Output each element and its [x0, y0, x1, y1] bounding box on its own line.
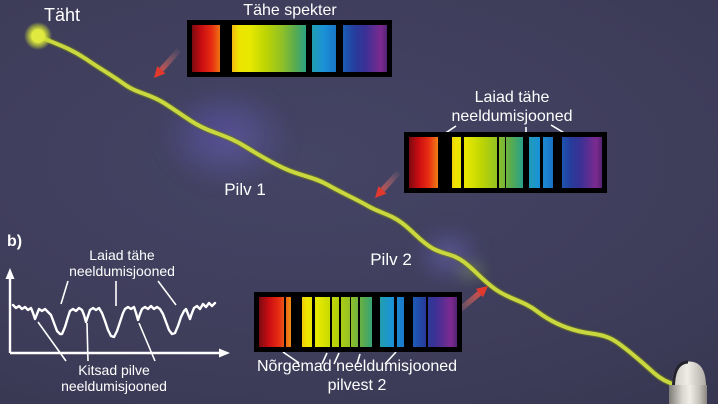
absorption-line [497, 137, 500, 188]
graph-top-pointer-lines [60, 280, 177, 306]
star-spectrum-panel [187, 20, 392, 77]
x-axis-arrowhead [219, 348, 230, 358]
observatory-icon [672, 360, 706, 388]
cloud-1-label: Pilv 1 [224, 180, 266, 199]
absorption-line [358, 297, 360, 347]
absorption-line [312, 297, 316, 347]
cloud1-spectrum-title: Laiad tähe neeldumisjooned [451, 89, 573, 125]
absorption-line [371, 297, 381, 347]
star-label: Täht [44, 5, 81, 25]
absorption-line [522, 137, 530, 188]
absorption-line [426, 297, 429, 347]
absorption-graph [5, 268, 230, 362]
spectrum3-pointer-lines [282, 351, 397, 365]
y-axis-arrowhead [5, 268, 15, 279]
arrow-to-star-spectrum [154, 48, 182, 78]
star-icon [24, 22, 52, 50]
cloud1-spectrum-gradient [409, 137, 602, 188]
observatory-base [669, 385, 707, 404]
cloud2-spectrum-gradient [259, 297, 457, 347]
graph-spectrum-curve [11, 301, 217, 339]
star-spectrum-title: Tähe spekter [243, 2, 337, 19]
absorption-line [394, 297, 397, 347]
graph-bottom-annotation: Kitsad pilve neeldumisjooned [61, 362, 167, 395]
absorption-line [335, 25, 343, 72]
cloud2-spectrum-title: Nõrgemad neeldumisjooned pilvest 2 [256, 358, 458, 394]
absorption-line [404, 297, 414, 347]
absorption-line [504, 137, 507, 188]
cloud-2-label: Pilv 2 [370, 250, 412, 269]
graph-panel-label: b) [7, 233, 23, 250]
absorption-line [339, 297, 341, 347]
absorption-line [553, 137, 563, 188]
absorption-line [349, 297, 352, 347]
star-spectrum-gradient [192, 25, 387, 72]
absorption-line [461, 137, 464, 188]
graph-top-annotation: Laiad tähe neeldumisjooned [69, 247, 175, 280]
absorption-line [220, 25, 233, 72]
absorption-line [305, 25, 312, 72]
absorption-line [540, 137, 543, 188]
cloud2-spectrum-panel [254, 292, 462, 352]
absorption-line [291, 297, 302, 347]
light-beam-path [36, 33, 677, 388]
absorption-line [330, 297, 332, 347]
graph-bottom-pointer-lines [37, 321, 156, 362]
absorption-line [283, 297, 287, 347]
absorption-line [437, 137, 452, 188]
arrow-to-cloud1-spectrum [375, 170, 402, 198]
cloud1-spectrum-panel [404, 132, 607, 193]
graph-axes [8, 277, 221, 355]
